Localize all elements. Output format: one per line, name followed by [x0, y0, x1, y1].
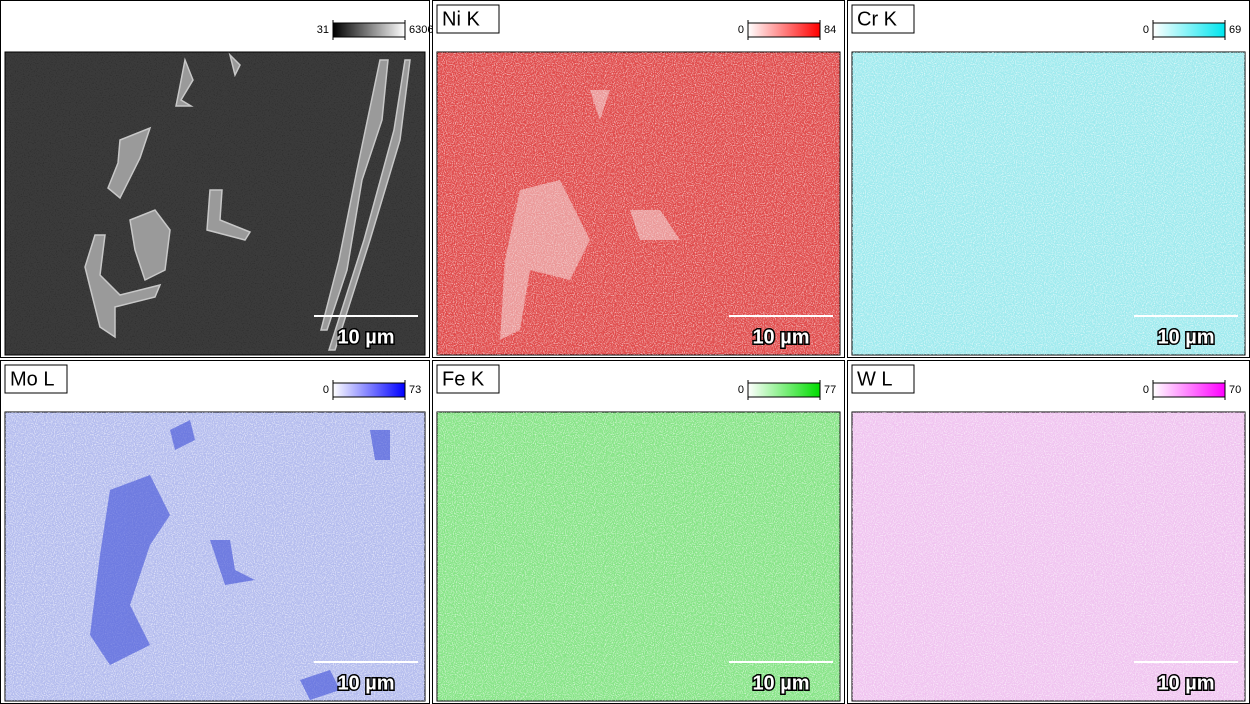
scale-label: 10 µm — [752, 326, 809, 348]
panel: Ni K 0 84 — [433, 1, 845, 358]
colorbar-max: 77 — [824, 384, 836, 396]
map-label: Ni K — [442, 8, 480, 30]
map-noise — [852, 412, 1245, 701]
scale-label: 10 µm — [1157, 672, 1214, 694]
panel: Fe K 0 77 — [433, 361, 845, 704]
page: 3163062Ni K 0 84 Cr K 0 69 Mo L 0 73 Fe K 0 77 W L 0 7… — [0, 0, 1250, 704]
colorbar — [1153, 23, 1225, 37]
colorbar-max: 69 — [1229, 24, 1241, 36]
map-noise — [852, 52, 1245, 355]
colorbar — [748, 23, 820, 37]
map-noise — [437, 412, 840, 701]
map-noise — [5, 412, 425, 701]
colorbar-max: 73 — [409, 384, 421, 396]
colorbar-max: 84 — [824, 24, 836, 36]
map-label: Cr K — [857, 8, 898, 30]
colorbar-max: 70 — [1229, 384, 1241, 396]
colorbar — [1153, 383, 1225, 397]
colorbar — [333, 383, 405, 397]
map-noise — [437, 52, 840, 355]
scale-label: 10 µm — [337, 672, 394, 694]
map-label: W L — [857, 368, 893, 390]
colorbar-min: 0 — [738, 24, 744, 36]
panel: W L 0 70 — [848, 361, 1250, 704]
colorbar — [748, 383, 820, 397]
colorbar-min: 0 — [1143, 24, 1149, 36]
map-label: Mo L — [10, 368, 54, 390]
panel: Cr K 0 69 — [848, 1, 1250, 358]
scale-label: 10 µm — [337, 326, 394, 348]
colorbar-min: 0 — [738, 384, 744, 396]
scale-label: 10 µm — [752, 672, 809, 694]
colorbar — [333, 23, 405, 37]
map-label: Fe K — [442, 368, 485, 390]
colorbar-min: 0 — [323, 384, 329, 396]
panel: Mo L 0 73 — [1, 361, 430, 704]
colorbar-min: 31 — [317, 24, 329, 36]
scale-label: 10 µm — [1157, 326, 1214, 348]
colorbar-min: 0 — [1143, 384, 1149, 396]
eds-maps: 3163062Ni K 0 84 Cr K 0 69 Mo L 0 73 Fe K 0 77 W L 0 7… — [0, 0, 1250, 704]
